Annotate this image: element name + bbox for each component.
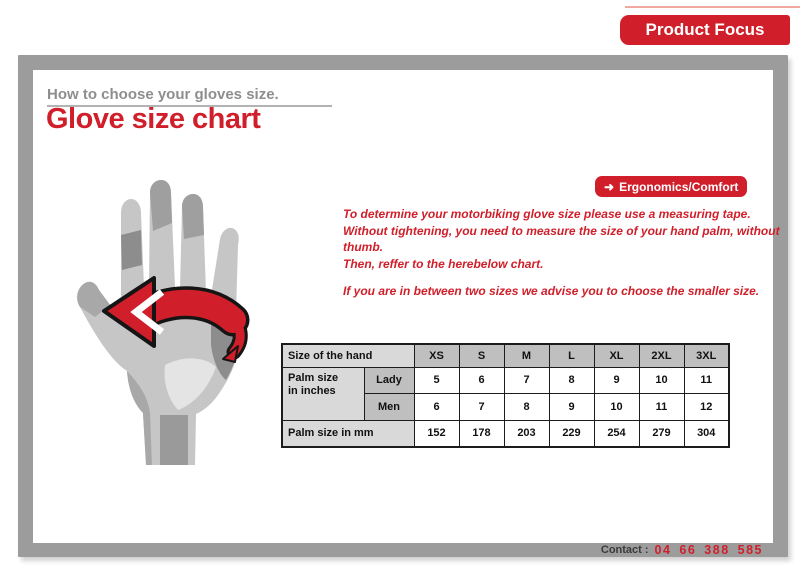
group-label-cell: Palm size in mm	[281, 419, 415, 448]
table-cell: 5	[413, 366, 460, 394]
hand-measurement-image	[76, 180, 250, 465]
size-header: XS	[413, 343, 460, 368]
size-header: M	[503, 343, 550, 368]
table-cell: 11	[683, 366, 730, 394]
page-title: Glove size chart	[46, 103, 261, 135]
page-subtitle: How to choose your gloves size.	[47, 86, 332, 107]
table-row: Palm size in inches Lady 5 6 7 8 9 10 11	[281, 366, 730, 421]
size-header: XL	[593, 343, 640, 368]
table-cell: 203	[503, 419, 550, 448]
size-header: S	[458, 343, 505, 368]
table-cell: 6	[413, 392, 460, 421]
table-cell: 7	[458, 392, 505, 421]
table-row: Men 6 7 8 9 10 11 12	[282, 392, 730, 421]
table-row: Palm size in mm 152 178 203 229 254 279 …	[281, 419, 730, 448]
size-header: 3XL	[683, 343, 730, 368]
table-header-row: Size of the hand XS S M L XL 2XL 3XL	[281, 343, 730, 368]
instruction-line: To determine your motorbiking glove size…	[343, 207, 751, 221]
table-cell: 10	[593, 392, 640, 421]
table-cell: 229	[548, 419, 595, 448]
corner-header-cell: Size of the hand	[281, 343, 415, 368]
ergonomics-badge[interactable]: ➜ Ergonomics/Comfort	[595, 176, 748, 197]
table-cell: 178	[458, 419, 505, 448]
glove-size-table: Size of the hand XS S M L XL 2XL 3XL Pal…	[281, 343, 730, 448]
table-cell: 304	[683, 419, 730, 448]
contact-label: Contact :	[600, 544, 649, 556]
table-cell: 12	[683, 392, 730, 421]
table-cell: 254	[593, 419, 640, 448]
table-cell: 7	[503, 366, 550, 394]
product-focus-label: Product Focus	[645, 20, 765, 39]
instruction-line: Without tightening, you need to measure …	[343, 223, 780, 255]
table-cell: 279	[638, 419, 685, 448]
sub-label-cell: Men	[363, 392, 415, 421]
table-cell: 9	[593, 366, 640, 394]
card-inner: How to choose your gloves size. Glove si…	[33, 70, 780, 543]
table-cell: 152	[413, 419, 460, 448]
instructions-text: To determine your motorbiking glove size…	[343, 206, 800, 300]
contact-info: Contact : 04 66 388 585	[601, 543, 763, 557]
arrow-right-icon: ➜	[604, 179, 615, 194]
table-cell: 8	[503, 392, 550, 421]
instruction-note: If you are in between two sizes we advis…	[343, 284, 760, 298]
contact-phone-number: 04 66 388 585	[654, 543, 763, 557]
content-card: How to choose your gloves size. Glove si…	[18, 55, 788, 557]
table-cell: 9	[548, 392, 595, 421]
product-focus-tab[interactable]: Product Focus	[620, 15, 790, 45]
table-cell: 8	[548, 366, 595, 394]
top-accent-line	[625, 6, 800, 8]
instruction-line: Then, reffer to the herebelow chart.	[343, 256, 544, 271]
table-cell: 10	[638, 366, 685, 394]
sub-label-cell: Lady	[363, 366, 415, 394]
size-header: 2XL	[638, 343, 685, 368]
group-label-cell: Palm size in inches	[281, 366, 365, 421]
size-header: L	[548, 343, 595, 368]
ergonomics-badge-label: Ergonomics/Comfort	[619, 179, 739, 194]
table-cell: 6	[458, 366, 505, 394]
table-cell: 11	[638, 392, 685, 421]
